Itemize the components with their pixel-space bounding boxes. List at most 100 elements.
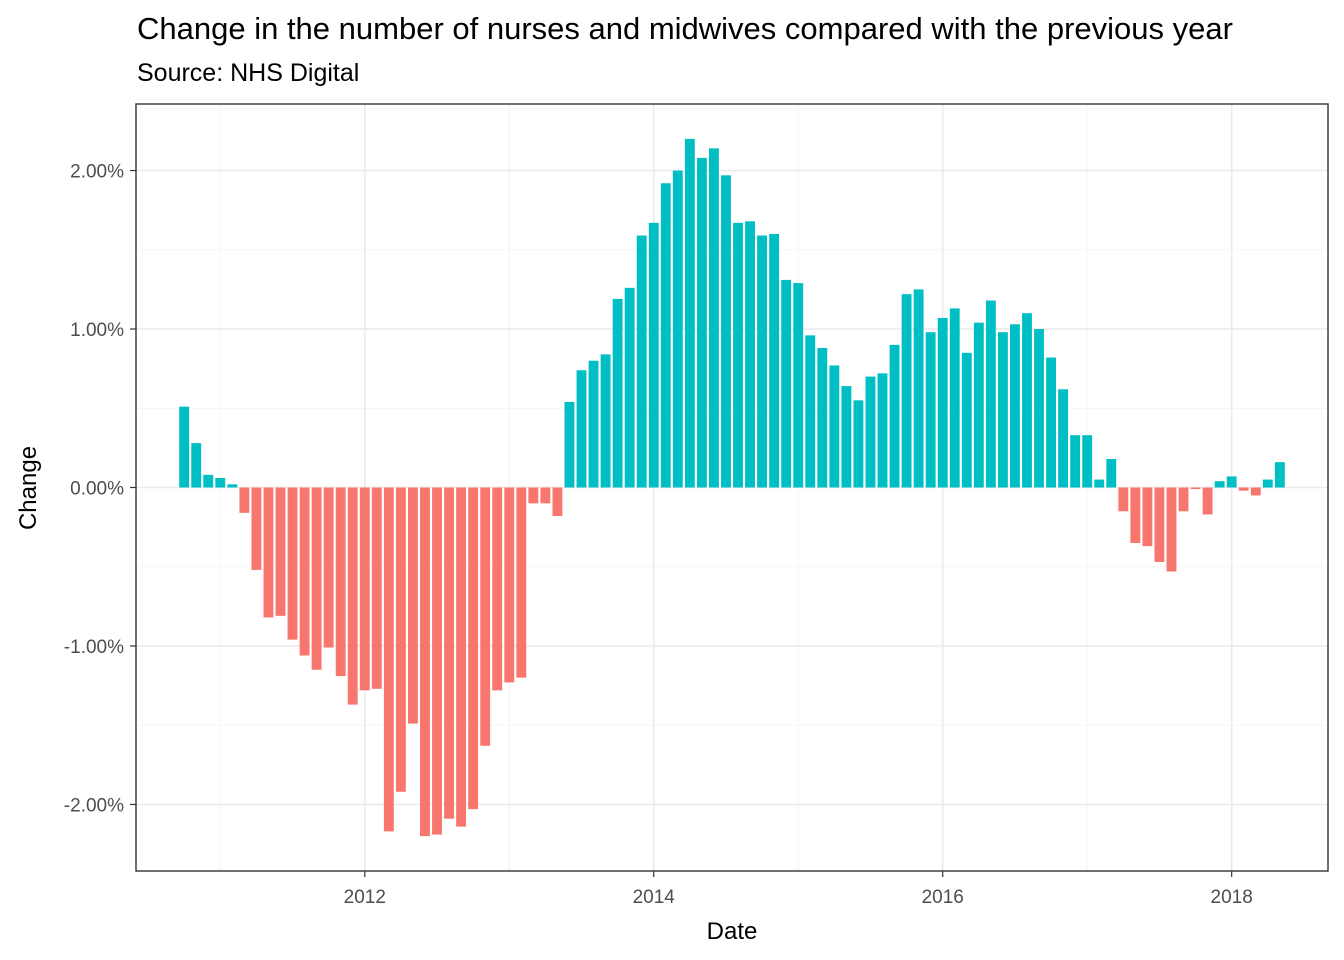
bar — [552, 487, 563, 517]
bar — [444, 487, 454, 819]
x-tick-label: 2016 — [922, 887, 964, 908]
bar — [745, 221, 755, 488]
y-tick-label: 2.00% — [70, 162, 124, 183]
bar — [672, 170, 683, 488]
bar — [311, 487, 322, 670]
bar — [648, 222, 659, 488]
x-tick-label: 2014 — [633, 887, 676, 908]
bar — [1034, 329, 1044, 488]
bar — [793, 283, 804, 488]
bar — [1214, 481, 1225, 488]
bar — [696, 157, 707, 488]
bar — [1238, 487, 1249, 491]
chart-title: Change in the number of nurses and midwi… — [137, 11, 1233, 46]
x-tick-label: 2018 — [1211, 887, 1253, 908]
bar — [1094, 479, 1105, 488]
bar — [1058, 389, 1069, 488]
bar — [853, 400, 864, 488]
bar — [287, 487, 298, 640]
bar — [420, 487, 430, 837]
bar — [1178, 487, 1189, 512]
bar — [1130, 487, 1141, 543]
x-tick-label: 2012 — [344, 887, 386, 908]
bar — [684, 138, 695, 488]
bar — [1106, 458, 1117, 488]
y-tick-label: -1.00% — [64, 637, 124, 658]
bar — [757, 235, 768, 488]
y-axis: -2.00% -1.00% 0.00% 1.00% 2.00% — [64, 162, 136, 816]
bar — [1142, 487, 1153, 547]
bar — [227, 484, 238, 488]
bar — [516, 487, 527, 678]
bar — [1190, 487, 1201, 490]
bar — [733, 222, 743, 488]
bar — [817, 348, 828, 488]
bar — [805, 335, 816, 488]
bar — [251, 487, 262, 570]
bar — [191, 443, 202, 488]
bar — [179, 406, 190, 488]
bar — [263, 487, 274, 618]
bar — [1070, 435, 1081, 488]
bar — [769, 233, 780, 488]
bar — [432, 487, 442, 835]
bar — [540, 487, 551, 504]
bar — [841, 386, 852, 488]
bar — [1118, 487, 1129, 512]
bar — [588, 360, 599, 488]
bar — [913, 289, 924, 488]
bar — [456, 487, 467, 827]
bar — [1046, 357, 1056, 488]
bar — [961, 352, 972, 488]
bar — [203, 474, 214, 488]
bar — [383, 487, 394, 832]
bar — [239, 487, 250, 513]
bar — [721, 175, 731, 488]
bar — [371, 487, 382, 689]
bar — [600, 354, 611, 488]
bar — [1262, 479, 1273, 488]
bar — [480, 487, 491, 746]
bar — [660, 183, 671, 488]
chart-subtitle: Source: NHS Digital — [137, 59, 360, 87]
bar — [1202, 487, 1213, 515]
x-axis-title: Date — [707, 918, 758, 945]
x-axis: 2012 2014 2016 2018 — [344, 871, 1253, 908]
bar — [925, 332, 936, 488]
bar — [973, 322, 984, 488]
bar — [395, 487, 406, 792]
bar — [624, 287, 635, 488]
bar — [709, 148, 719, 488]
bar — [359, 487, 370, 691]
bar — [1010, 324, 1020, 488]
bar — [612, 298, 623, 488]
bar — [468, 487, 479, 810]
bar — [335, 487, 346, 677]
bar — [865, 376, 876, 488]
bar — [504, 487, 515, 683]
bar — [564, 401, 575, 488]
bar — [299, 487, 310, 656]
bar — [781, 279, 792, 488]
y-tick-label: -2.00% — [64, 795, 124, 816]
bar — [1082, 435, 1093, 488]
bar — [528, 487, 539, 504]
bar — [949, 308, 960, 488]
bar — [347, 487, 358, 705]
bar — [985, 300, 996, 488]
bar — [407, 487, 418, 724]
bar — [997, 332, 1008, 488]
bars-group — [179, 138, 1285, 837]
bar — [889, 344, 900, 488]
bar — [1022, 313, 1032, 488]
bar — [1226, 476, 1237, 488]
bar — [877, 373, 888, 488]
y-tick-label: 1.00% — [70, 320, 124, 341]
bar — [323, 487, 334, 648]
bar — [1250, 487, 1261, 496]
bar — [215, 477, 226, 488]
y-axis-title: Change — [15, 446, 42, 530]
bar — [829, 365, 840, 488]
bar — [492, 487, 503, 691]
